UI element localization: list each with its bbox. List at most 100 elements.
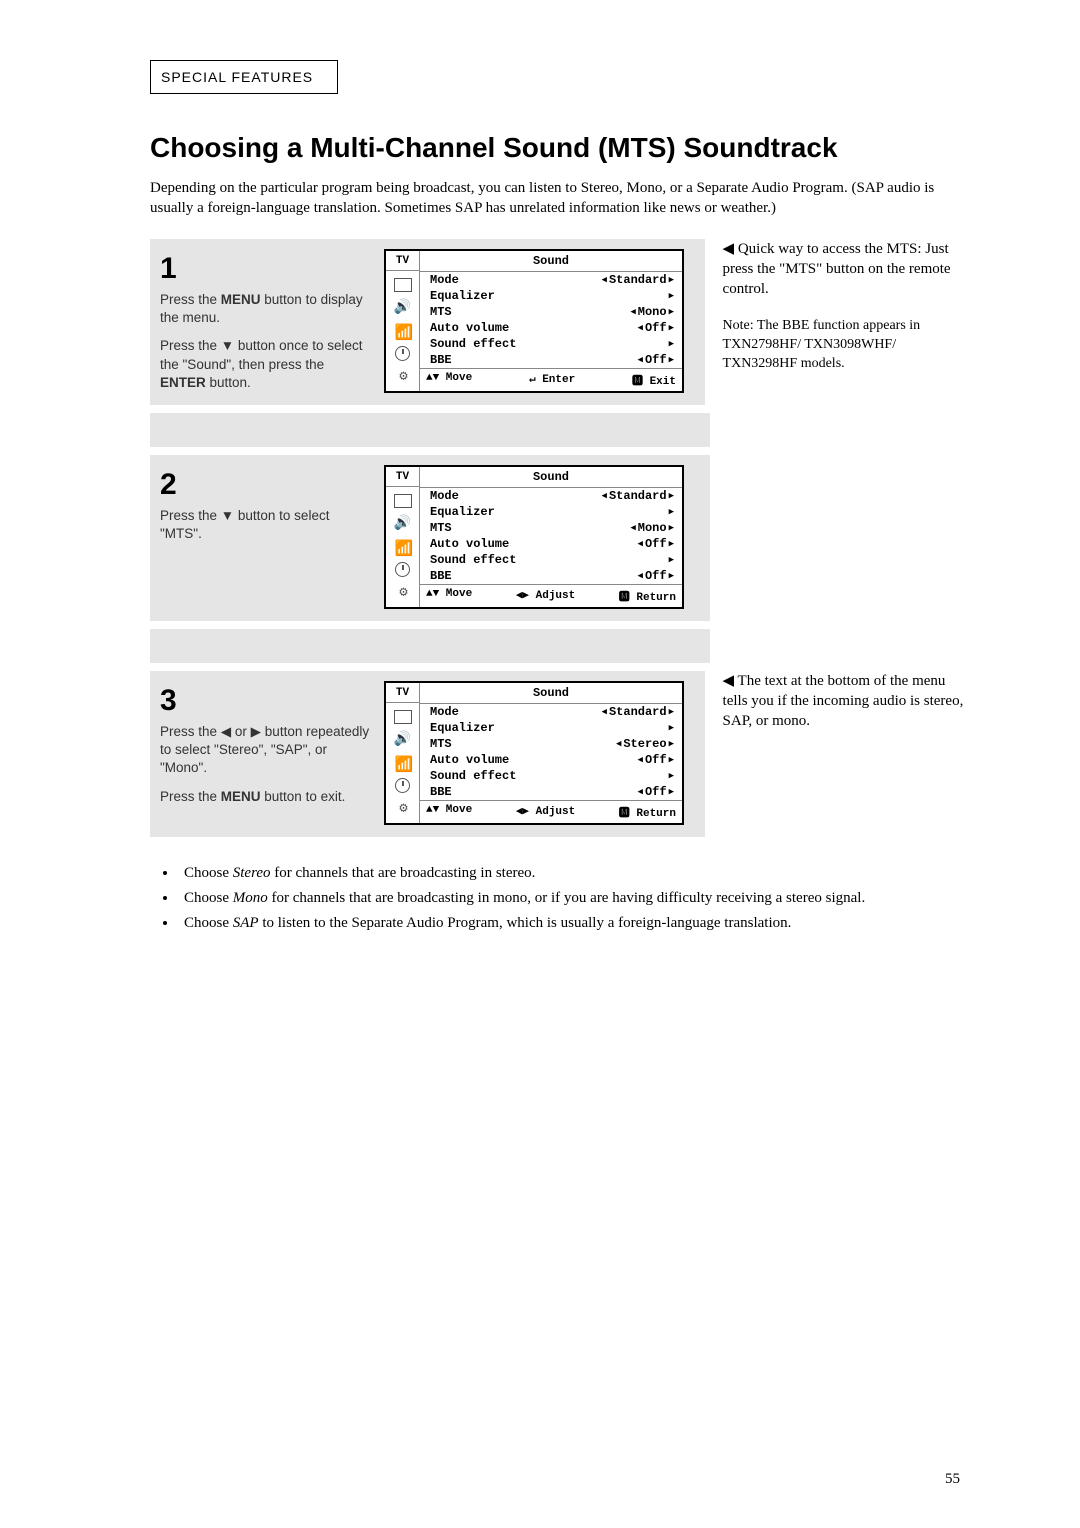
osd-2-footer: ▲▼ Move ◀▶ Adjust 🅼 Return	[420, 584, 682, 607]
side-note-3-text: ◀ The text at the bottom of the menu tel…	[723, 671, 970, 732]
step-3-text-a: Press the ◀ or ▶ button repeatedly to se…	[160, 723, 370, 778]
osd-row-value: ◀ Standard ▶	[602, 273, 674, 287]
bullet-1: Choose Stereo for channels that are broa…	[178, 863, 970, 884]
step-2-block: 2 Press the ▼ button to select "MTS". TV…	[150, 455, 970, 621]
osd-row-label: Auto volume	[430, 537, 638, 551]
osd-row-value: ▶	[669, 555, 674, 565]
osd-2-sidebar: TV 🔊 📶 ⚙	[386, 467, 420, 607]
osd-row-label: MTS	[430, 737, 616, 751]
osd-row-label: Equalizer	[430, 289, 669, 303]
signal-icon: 📶	[395, 755, 411, 771]
osd-footer-item: 🅼 Return	[619, 588, 676, 604]
osd-row: Mode◀ Standard ▶	[420, 704, 682, 720]
osd-footer-item: ▲▼ Move	[426, 804, 472, 820]
osd-row: Equalizer ▶	[420, 288, 682, 304]
sliders-icon: ⚙	[399, 800, 405, 817]
osd-row-value: ◀ Standard ▶	[602, 705, 674, 719]
osd-footer-item: 🅼 Exit	[632, 372, 676, 388]
osd-row-value: ▶	[669, 771, 674, 781]
osd-footer-item: ▲▼ Move	[426, 372, 472, 388]
step-3-row: 3 Press the ◀ or ▶ button repeatedly to …	[150, 671, 705, 837]
osd-row: BBE◀ Off ▶	[420, 352, 682, 368]
osd-row: Sound effect ▶	[420, 768, 682, 784]
tv-label: TV	[386, 255, 419, 271]
clock-icon	[395, 346, 410, 361]
bullet-list: Choose Stereo for channels that are broa…	[150, 863, 970, 934]
osd-row-value: ◀ Off ▶	[638, 569, 674, 583]
osd-row-value: ◀ Off ▶	[638, 753, 674, 767]
osd-row-value: ▶	[669, 507, 674, 517]
tv-label-2: TV	[386, 471, 419, 487]
osd-row-label: BBE	[430, 353, 638, 367]
speaker-icon: 🔊	[394, 731, 411, 748]
picture-icon	[394, 494, 412, 508]
section-header: SPECIAL FEATURES	[150, 60, 338, 94]
osd-1-footer: ▲▼ Move ↵ Enter 🅼 Exit	[420, 368, 682, 391]
osd-row: Mode◀ Standard ▶	[420, 488, 682, 504]
osd-row: Auto volume◀ Off ▶	[420, 752, 682, 768]
step-1-number: 1	[160, 249, 370, 290]
osd-row-label: Sound effect	[430, 769, 669, 783]
osd-footer-item: ↵ Enter	[529, 372, 575, 388]
osd-row-label: Sound effect	[430, 553, 669, 567]
osd-row-value: ◀ Stereo ▶	[616, 737, 674, 751]
step-1-row: 1 Press the MENU button to display the m…	[150, 239, 705, 405]
osd-row-label: Auto volume	[430, 321, 638, 335]
osd-footer-item: ◀▶ Adjust	[516, 588, 575, 604]
osd-row-label: Sound effect	[430, 337, 669, 351]
osd-row-label: Equalizer	[430, 505, 669, 519]
clock-icon	[395, 778, 410, 793]
step-3-block: 3 Press the ◀ or ▶ button repeatedly to …	[150, 671, 970, 837]
sliders-icon: ⚙	[399, 584, 405, 601]
signal-icon: 📶	[395, 539, 411, 555]
spacer-1	[150, 413, 710, 447]
osd-row-label: Mode	[430, 489, 602, 503]
osd-2-body: Sound Mode◀ Standard ▶Equalizer ▶MTS◀ Mo…	[420, 467, 682, 607]
osd-row-label: Auto volume	[430, 753, 638, 767]
step-2-text-a: Press the ▼ button to select "MTS".	[160, 507, 370, 543]
bullet-2: Choose Mono for channels that are broadc…	[178, 888, 970, 909]
section-header-text: SPECIAL FEATURES	[161, 69, 313, 85]
osd-row: MTS◀ Mono ▶	[420, 520, 682, 536]
osd-3-sidebar: TV 🔊 📶 ⚙	[386, 683, 420, 823]
sliders-icon: ⚙	[399, 368, 405, 385]
page-title: Choosing a Multi-Channel Sound (MTS) Sou…	[150, 132, 970, 164]
osd-row: MTS◀ Mono ▶	[420, 304, 682, 320]
osd-3-footer: ▲▼ Move◀▶ Adjust🅼 Return	[420, 800, 682, 823]
osd-1-rows: Mode◀ Standard ▶Equalizer ▶MTS◀ Mono ▶Au…	[420, 272, 682, 368]
osd-row-label: MTS	[430, 521, 630, 535]
osd-row: Auto volume◀ Off ▶	[420, 536, 682, 552]
osd-row-label: Mode	[430, 273, 602, 287]
osd-3: TV 🔊 📶 ⚙ Sound Mode◀ Standard ▶Equalizer…	[384, 681, 684, 825]
step-1-text-b: Press the ▼ button once to select the "S…	[160, 337, 370, 392]
step-1-block: 1 Press the MENU button to display the m…	[150, 239, 970, 405]
step-1-text: 1 Press the MENU button to display the m…	[160, 249, 370, 393]
side-note-1a: ◀ Quick way to access the MTS: Just pres…	[723, 239, 970, 300]
osd-row-label: Equalizer	[430, 721, 669, 735]
osd-row-value: ◀ Off ▶	[638, 353, 674, 367]
picture-icon	[394, 710, 412, 724]
osd-row-value: ▶	[669, 723, 674, 733]
osd-row-label: BBE	[430, 569, 638, 583]
osd-row: Equalizer ▶	[420, 504, 682, 520]
osd-1: TV 🔊 📶 ⚙ Sound Mode◀ Standard ▶Equalizer…	[384, 249, 684, 393]
speaker-icon: 🔊	[394, 299, 411, 316]
osd-row: MTS◀ Stereo ▶	[420, 736, 682, 752]
signal-icon: 📶	[395, 323, 411, 339]
step-3-text-b: Press the MENU button to exit.	[160, 788, 370, 806]
osd-1-title: Sound	[420, 251, 682, 272]
osd-row: Auto volume◀ Off ▶	[420, 320, 682, 336]
osd-3-title: Sound	[420, 683, 682, 704]
osd-row-value: ▶	[669, 339, 674, 349]
step-2-number: 2	[160, 465, 370, 506]
osd-3-body: Sound Mode◀ Standard ▶Equalizer ▶MTS◀ St…	[420, 683, 682, 823]
page-number: 55	[945, 1471, 960, 1488]
clock-icon	[395, 562, 410, 577]
osd-3-rows: Mode◀ Standard ▶Equalizer ▶ MTS◀ Stereo ▶…	[420, 704, 682, 800]
picture-icon	[394, 278, 412, 292]
osd-1-sidebar: TV 🔊 📶 ⚙	[386, 251, 420, 391]
osd-2-rows: Mode◀ Standard ▶Equalizer ▶MTS◀ Mono ▶Au…	[420, 488, 682, 584]
side-note-1: ◀ Quick way to access the MTS: Just pres…	[723, 239, 970, 405]
osd-row: BBE◀ Off ▶	[420, 568, 682, 584]
osd-footer-item: ▲▼ Move	[426, 588, 472, 604]
